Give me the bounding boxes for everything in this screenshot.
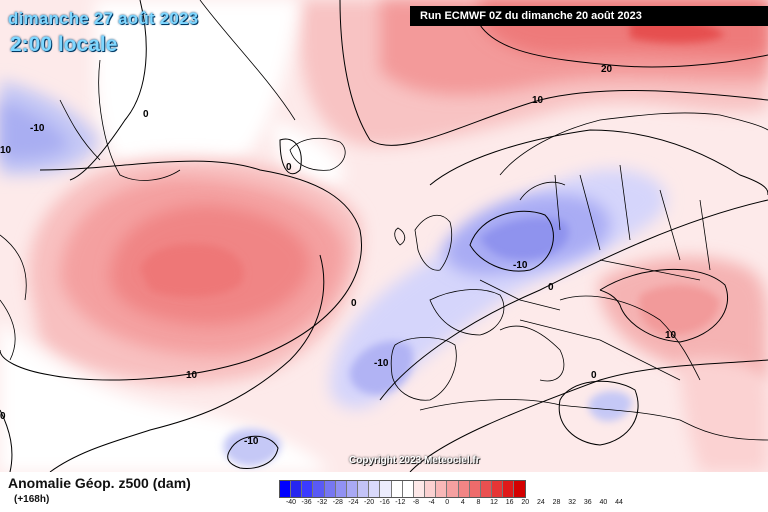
forecast-time: 2:00 locale xyxy=(10,33,118,56)
legend-tick-label: 36 xyxy=(583,499,592,506)
legend-tick-label: 16 xyxy=(505,499,514,506)
legend-swatch xyxy=(291,481,303,497)
contour-label-0-atlantic: 0 xyxy=(351,298,357,309)
contour-lines xyxy=(0,0,768,472)
legend-tick-label: -32 xyxy=(317,499,328,506)
legend-swatch xyxy=(458,481,470,497)
legend-tick-label: 0 xyxy=(445,499,450,506)
legend-tick-label: -8 xyxy=(412,499,420,506)
legend-tick-label: -40 xyxy=(285,499,297,506)
legend-tick-label: -24 xyxy=(348,499,359,506)
contour-label-m10-westedge: 10 xyxy=(0,145,12,156)
contour-label-20: 20 xyxy=(601,64,613,75)
legend-tick-label: -36 xyxy=(301,499,312,506)
legend-tick-label: 24 xyxy=(536,499,545,506)
legend-tick-label: 4 xyxy=(460,499,465,506)
legend-swatch xyxy=(313,481,325,497)
contour-label-group: 20 10 0 -10 10 0 -10 0 0 10 -10 10 0 -10… xyxy=(0,64,677,447)
legend-tick-label: 40 xyxy=(599,499,608,506)
geopotential-anomaly-map: 20 10 0 -10 10 0 -10 0 0 10 -10 10 0 -10… xyxy=(0,0,768,472)
legend-tick-label: 20 xyxy=(521,499,530,506)
contour-label-0-france: 0 xyxy=(548,282,554,293)
contour-label-m10-west: -10 xyxy=(30,123,45,134)
color-scale-legend xyxy=(279,480,527,498)
legend-swatch xyxy=(480,481,492,497)
legend-swatch xyxy=(358,481,370,497)
legend-swatch xyxy=(335,481,347,497)
contour-label-0-southwest: 0 xyxy=(0,411,6,422)
legend-swatch xyxy=(413,481,426,497)
model-run-banner: Run ECMWF 0Z du dimanche 20 août 2023 xyxy=(410,6,768,26)
contour-label-10-balkans: 10 xyxy=(665,330,677,341)
legend-swatch xyxy=(514,481,526,497)
legend-swatch xyxy=(491,481,504,497)
legend-swatch xyxy=(391,481,403,497)
legend-tick-label: 12 xyxy=(490,499,498,506)
legend-swatch xyxy=(447,481,459,497)
legend-swatch xyxy=(346,481,359,497)
legend-tick-label: -12 xyxy=(395,499,406,506)
legend-swatch xyxy=(369,481,381,497)
legend-tick-label: -20 xyxy=(364,499,375,506)
contour-label-0-iceland: 0 xyxy=(286,162,292,173)
legend-swatch xyxy=(503,481,515,497)
contour-label-10-north: 10 xyxy=(532,95,544,106)
lead-time-label: (+168h) xyxy=(14,494,50,505)
legend-swatch xyxy=(302,481,314,497)
legend-swatch xyxy=(425,481,437,497)
contour-label-m10-south: -10 xyxy=(244,436,259,447)
legend-tick-label: 8 xyxy=(476,499,481,506)
legend-swatch xyxy=(380,481,392,497)
legend-tick-label: 44 xyxy=(615,499,623,506)
legend-tick-label: 32 xyxy=(568,499,577,506)
contour-label-10-atlantic: 10 xyxy=(186,370,198,381)
parameter-label: Anomalie Géop. z500 (dam) xyxy=(8,475,191,491)
copyright-text: Copyright 2023 Meteociel.fr xyxy=(349,455,480,466)
legend-tick-label: 28 xyxy=(552,499,561,506)
legend-swatch xyxy=(402,481,414,497)
coastlines xyxy=(0,0,768,441)
color-scale-ticks: -40 -36 -32 -28 -24 -20 -16 -12 -8 -4 0 4 8 12 16 20 24 2… xyxy=(279,499,623,511)
legend-tick-label: -4 xyxy=(428,499,435,506)
legend-swatch xyxy=(469,481,481,497)
contour-label-m10-northsea: -10 xyxy=(513,260,528,271)
contour-label-0-greenland: 0 xyxy=(143,109,149,120)
legend-tick-label: -28 xyxy=(332,499,343,506)
contour-label-m10-iberia: -10 xyxy=(374,358,389,369)
legend-swatch xyxy=(436,481,448,497)
contour-label-0-medit: 0 xyxy=(591,370,597,381)
legend-tick-label: -16 xyxy=(379,499,390,506)
legend-swatch xyxy=(280,481,292,497)
legend-swatch xyxy=(324,481,336,497)
forecast-date: dimanche 27 août 2023 xyxy=(8,9,199,28)
